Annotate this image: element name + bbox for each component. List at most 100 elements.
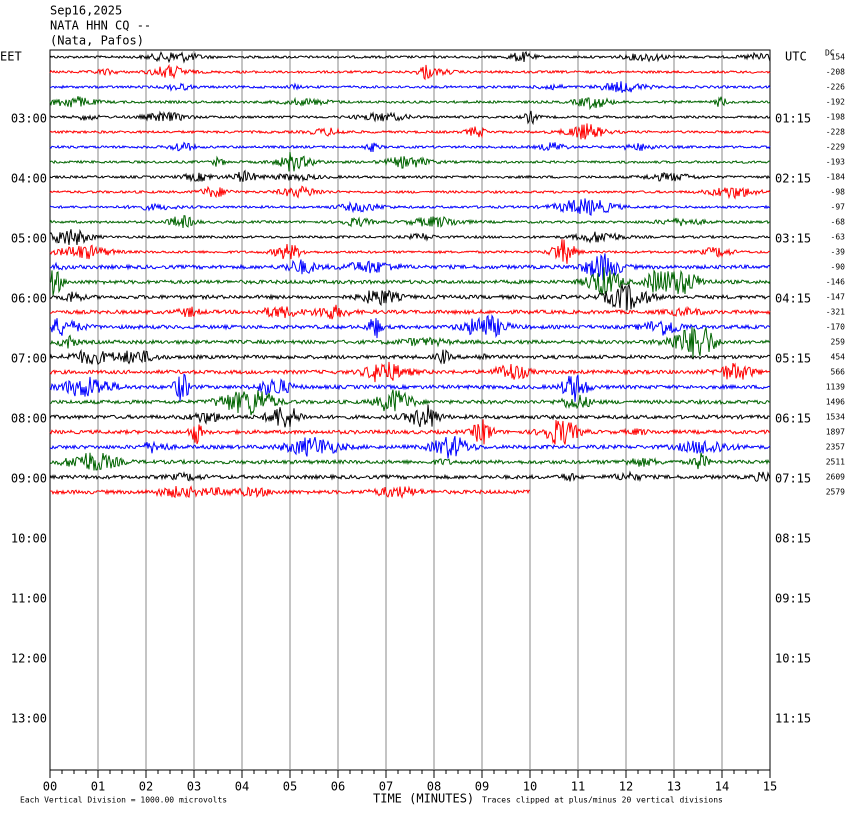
trace [49,96,771,111]
trace [50,253,771,281]
trace [49,239,771,264]
dc-offset: 2579 [826,488,845,497]
plot-frame [49,49,771,771]
x-axis-title: TIME (MINUTES) [373,792,474,806]
right-time-label: 08:15 [775,532,811,546]
dc-offset: 454 [831,353,846,362]
trace [49,141,771,153]
x-tick-label: 06 [331,780,345,794]
scale-note: Each Vertical Division = 1000.00 microvo… [20,796,227,805]
left-time-label: 09:00 [11,472,47,486]
trace [49,326,771,359]
left-time-label: 03:00 [11,112,47,126]
trace [49,151,771,172]
right-time-label: 02:15 [775,172,811,186]
trace [49,267,771,296]
trace [49,404,771,428]
trace [49,283,770,311]
x-tick-label: 02 [139,780,153,794]
dc-offset: 2511 [826,458,845,467]
date: Sep16,2025 [50,4,122,18]
trace [49,63,771,81]
trace [49,485,531,499]
right-time-label: 05:15 [775,352,811,366]
clip-note: Traces clipped at plus/minus 20 vertical… [482,796,723,805]
location: (Nata, Pafos) [50,34,144,48]
dc-offset: -192 [826,98,845,107]
x-tick-label: 15 [763,780,777,794]
right-time-label: 01:15 [775,112,811,126]
left-time-label: 11:00 [11,592,47,606]
x-tick-label: 08 [427,780,441,794]
dc-offset: -184 [826,173,845,182]
x-tick-label: 07 [379,780,393,794]
dc-offset: -193 [826,158,845,167]
dc-offset: -198 [826,113,845,122]
trace [49,361,771,383]
x-tick-label: 10 [523,780,537,794]
dc-offset: -68 [831,218,846,227]
dc-title: DC [825,49,835,58]
trace [49,314,771,339]
dc-offset: -90 [831,263,846,272]
dc-offset: 259 [831,338,846,347]
x-tick-label: 14 [715,780,729,794]
dc-offset: -229 [826,143,845,152]
left-time-label: 08:00 [11,412,47,426]
dc-offset: 1496 [826,398,845,407]
x-tick-label: 01 [91,780,105,794]
trace [49,348,771,366]
dc-offset: 2609 [826,473,845,482]
x-tick-label: 12 [619,780,633,794]
right-axis-title: UTC [785,50,807,64]
x-tick-label: 04 [235,780,249,794]
right-time-label: 09:15 [775,592,811,606]
trace [49,110,771,126]
trace [49,470,771,483]
left-time-label: 10:00 [11,532,47,546]
trace [49,304,771,320]
dc-offset: -63 [831,233,846,242]
dc-offset: -97 [831,203,846,212]
trace [49,81,771,93]
dc-offset: -226 [826,83,845,92]
dc-offset: 2357 [826,443,845,452]
dc-offset: -98 [831,188,846,197]
x-tick-label: 09 [475,780,489,794]
dc-offset: -208 [826,68,845,77]
right-time-label: 03:15 [775,232,811,246]
dc-offset: -146 [826,278,845,287]
dc-offset: 1534 [826,413,845,422]
dc-offset: -39 [831,248,846,257]
trace [49,228,771,246]
station: NATA HHN CQ -- [50,19,151,33]
trace [49,452,771,471]
left-time-label: 12:00 [11,652,47,666]
trace [49,50,771,64]
dc-offset: -147 [826,293,845,302]
right-time-label: 11:15 [775,712,811,726]
dc-offset: 1139 [826,383,845,392]
trace [49,436,771,459]
right-time-label: 07:15 [775,472,811,486]
left-axis-title: EET [0,50,22,64]
dc-offset: 154 [831,53,846,62]
left-time-label: 06:00 [11,292,47,306]
right-time-label: 06:15 [775,412,811,426]
left-time-label: 04:00 [11,172,47,186]
x-tick-label: 11 [571,780,585,794]
x-tick-label: 05 [283,780,297,794]
left-time-label: 05:00 [11,232,47,246]
right-time-label: 10:15 [775,652,811,666]
dc-offset: -321 [826,308,845,317]
left-time-label: 07:00 [11,352,47,366]
dc-offset: 1897 [826,428,845,437]
right-time-label: 04:15 [775,292,811,306]
trace [49,373,771,402]
trace [49,389,771,416]
trace [49,419,771,445]
trace [49,185,771,200]
dc-offset: 566 [831,368,846,377]
trace [49,169,771,183]
